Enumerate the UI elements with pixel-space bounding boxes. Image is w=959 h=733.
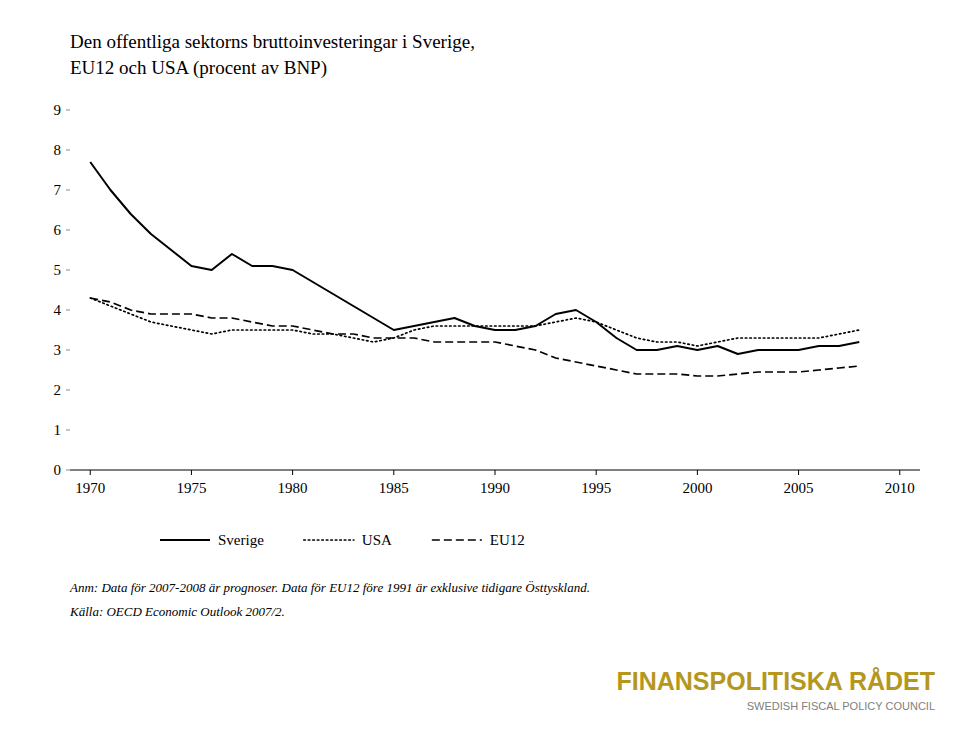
legend-label: USA — [362, 532, 392, 548]
series-line — [90, 298, 859, 346]
y-tick-label: 3 — [54, 342, 62, 358]
title: Den offentliga sektorns bruttoinvesterin… — [70, 31, 475, 52]
y-tick — [66, 150, 70, 151]
x-tick — [798, 470, 799, 475]
y-tick-label: 9 — [54, 102, 62, 118]
y-tick-label: 2 — [54, 382, 62, 398]
annotation: Anm: Data för 2007-2008 är prognoser. Da… — [69, 580, 590, 595]
series-line — [90, 298, 859, 376]
chart: Den offentliga sektorns bruttoinvesterin… — [0, 0, 959, 733]
series-line — [90, 162, 859, 354]
x-tick — [899, 470, 900, 475]
x-tick — [90, 470, 91, 475]
legend-swatch — [432, 539, 482, 541]
y-tick-label: 6 — [54, 222, 62, 238]
annotation: FINANSPOLITISKA RÅDET — [616, 667, 935, 695]
x-tick-label: 1970 — [75, 480, 105, 496]
x-tick — [697, 470, 698, 475]
subtitle: EU12 och USA (procent av BNP) — [70, 57, 327, 79]
x-tick — [292, 470, 293, 475]
annotation: SWEDISH FISCAL POLICY COUNCIL — [747, 700, 935, 712]
y-tick-label: 1 — [54, 422, 62, 438]
x-tick-label: 1995 — [581, 480, 611, 496]
y-tick-label: 7 — [54, 182, 62, 198]
x-tick — [495, 470, 496, 475]
y-tick — [66, 470, 70, 471]
y-tick — [66, 390, 70, 391]
legend-swatch — [304, 539, 354, 541]
legend-label: EU12 — [490, 532, 525, 548]
y-tick-label: 5 — [54, 262, 62, 278]
x-tick-label: 2005 — [784, 480, 814, 496]
x-tick-label: 1990 — [480, 480, 510, 496]
x-tick — [596, 470, 597, 475]
y-tick — [66, 430, 70, 431]
y-tick-label: 4 — [54, 302, 62, 318]
y-tick — [66, 310, 70, 311]
legend: Sverige USA EU12 — [160, 532, 525, 548]
y-tick — [66, 190, 70, 191]
annotation: Källa: OECD Economic Outlook 2007/2. — [69, 604, 285, 619]
y-tick — [66, 230, 70, 231]
x-tick-label: 2010 — [885, 480, 915, 496]
legend-swatch — [160, 539, 210, 541]
y-tick-label: 8 — [54, 142, 62, 158]
y-tick — [66, 350, 70, 351]
x-tick — [393, 470, 394, 475]
x-tick-label: 1985 — [379, 480, 409, 496]
x-tick-label: 2000 — [682, 480, 712, 496]
x-tick — [191, 470, 192, 475]
y-tick-label: 0 — [54, 462, 62, 478]
x-tick-label: 1975 — [176, 480, 206, 496]
y-tick — [66, 270, 70, 271]
series-group — [90, 162, 859, 376]
y-tick — [66, 110, 70, 111]
x-tick-label: 1980 — [278, 480, 308, 496]
legend-label: Sverige — [218, 532, 264, 548]
